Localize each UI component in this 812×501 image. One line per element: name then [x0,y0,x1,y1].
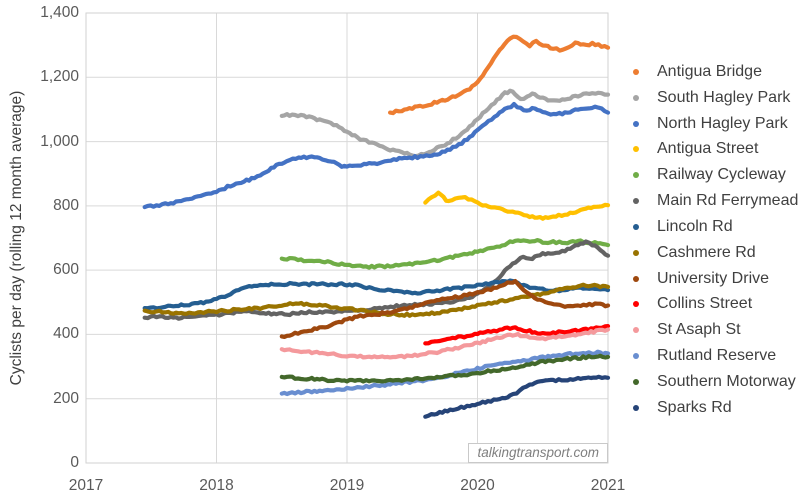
x-tick-label: 2018 [199,477,234,494]
legend-marker-dot [633,275,639,282]
legend-item-label: Antigua Street [657,140,759,158]
legend-item-label: St Asaph St [657,321,741,339]
legend-item-label: Southern Motorway [657,372,796,390]
legend-marker-dot [633,404,639,411]
legend-item-lincoln-rd: Lincoln Rd [628,214,733,240]
legend-item-label: Sparks Rd [657,398,732,416]
legend-marker-dot [633,353,639,360]
x-tick-label: 2019 [329,477,365,494]
legend-item-collins-street: Collins Street [628,291,752,317]
legend-item-label: Lincoln Rd [657,217,733,235]
legend-marker-dot [633,249,639,256]
legend-marker-dot [633,94,639,101]
legend-item-university-drive: University Drive [628,266,769,292]
y-tick-label: 1,000 [40,132,79,150]
series-line-antigua-street [423,190,611,221]
series-line-st-asaph-st [279,327,611,360]
legend: Antigua Bridge South Hagley Park North Hag… [628,0,812,501]
series-line-southern-motorway [279,353,611,384]
legend-marker-dot [633,301,639,308]
legend-marker-dot [633,120,639,127]
series-line-railway-cycleway [279,238,611,270]
y-tick-label: 200 [53,389,79,407]
y-tick-label: 600 [53,261,79,279]
legend-item-south-hagley-park: South Hagley Park [628,85,790,111]
legend-marker-dot [633,172,639,179]
legend-item-main-rd-ferrymead: Main Rd Ferrymead [628,188,798,214]
legend-item-label: Railway Cycleway [657,166,786,184]
series-line-sparks-rd [423,374,611,419]
legend-item-north-hagley-park: North Hagley Park [628,111,788,137]
series-line-lincoln-rd [142,278,611,311]
legend-item-label: Antigua Bridge [657,63,762,80]
legend-item-antigua-street: Antigua Street [628,136,758,162]
legend-item-cashmere-rd: Cashmere Rd [628,240,756,266]
watermark: talkingtransport.com [468,443,608,463]
legend-item-st-asaph-st: St Asaph St [628,317,741,343]
series-line-main-rd-ferrymead [142,239,611,321]
y-tick-label: 0 [70,454,79,471]
legend-item-antigua-bridge: Antigua Bridge [628,59,762,85]
y-tick-label: 1,400 [40,4,79,21]
series-line-south-hagley-park [279,88,611,159]
x-tick-label: 2021 [590,477,626,494]
plot-border [85,12,609,464]
legend-item-rutland-reserve: Rutland Reserve [628,343,776,369]
legend-item-sparks-rd: Sparks Rd [628,395,732,421]
y-tick-label: 800 [53,196,79,214]
series-line-north-hagley-park [142,101,611,210]
legend-item-label: Main Rd Ferrymead [657,192,799,210]
legend-item-label: Cashmere Rd [657,243,756,261]
legend-marker-dot [633,69,639,75]
legend-item-label: Collins Street [657,295,753,313]
x-tick-label: 2020 [460,477,495,494]
legend-marker-dot [633,146,639,153]
legend-item-label: Rutland Reserve [657,347,777,365]
legend-marker-dot [633,198,639,205]
y-tick-label: 400 [53,325,79,343]
legend-item-railway-cycleway: Railway Cycleway [628,162,786,188]
legend-item-southern-motorway: Southern Motorway [628,369,796,395]
legend-item-label: South Hagley Park [657,88,791,106]
legend-marker-dot [633,378,639,385]
legend-item-label: North Hagley Park [657,114,788,132]
series-line-antigua-bridge [388,34,611,116]
y-tick-label: 1,200 [40,68,79,86]
legend-marker-dot [633,327,639,334]
legend-item-label: University Drive [657,269,770,287]
x-tick-label: 2017 [68,477,104,494]
legend-marker-dot [633,223,639,230]
series-line-university-drive [279,279,611,339]
series-line-collins-street [423,324,611,346]
